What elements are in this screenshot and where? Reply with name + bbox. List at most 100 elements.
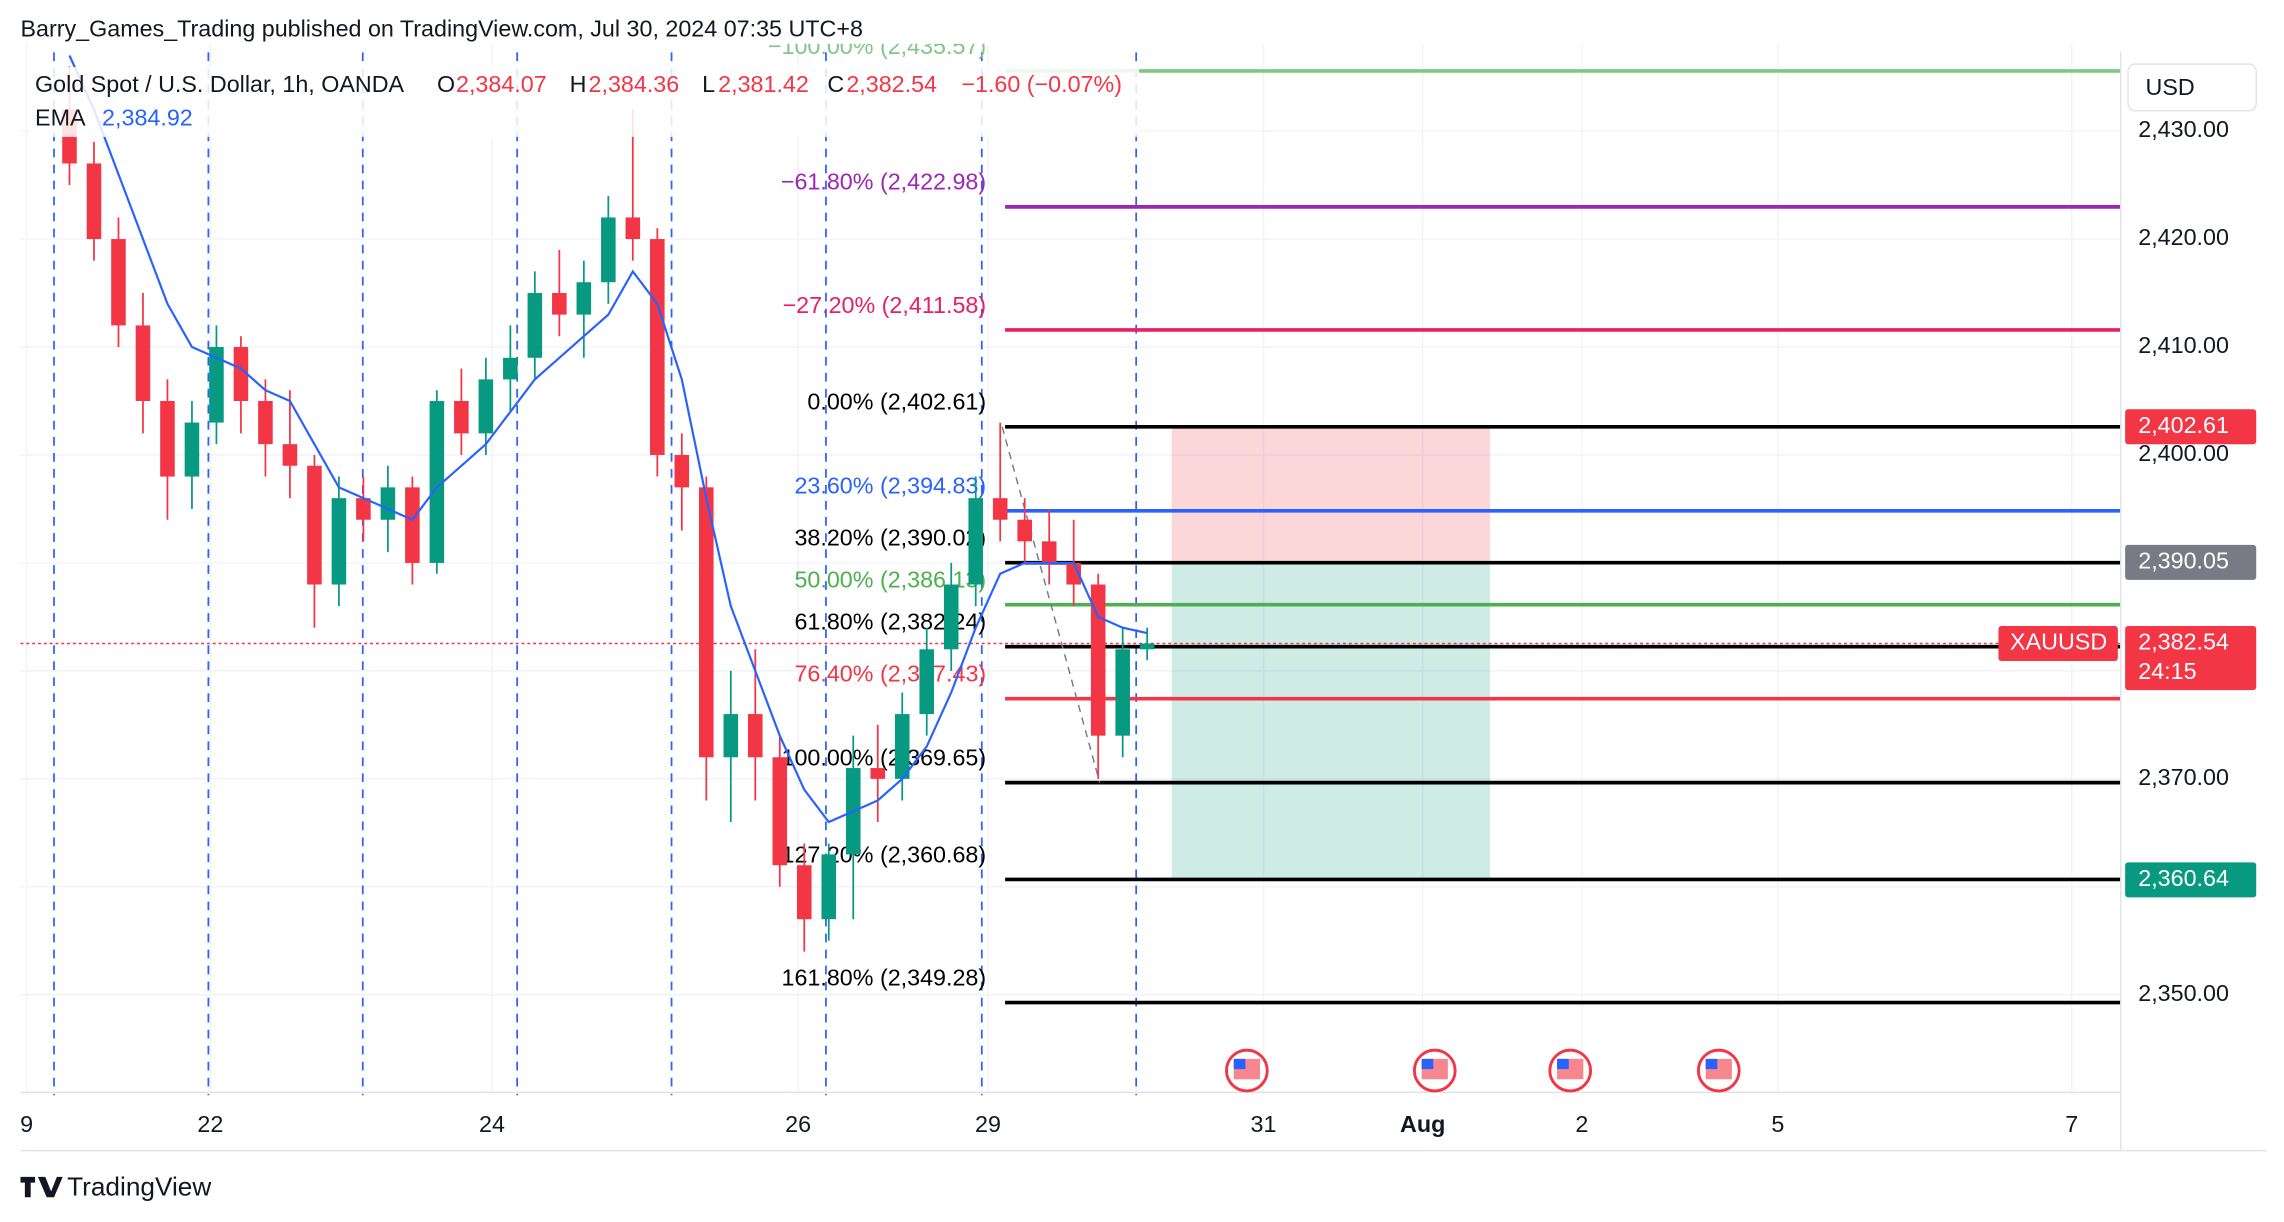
logo[interactable]: TradingView — [20, 1171, 211, 1201]
flag-canton — [1557, 1058, 1569, 1070]
flag-canton — [1421, 1058, 1434, 1070]
x-tick-label: 2 — [1575, 1111, 1588, 1137]
x-tick-label: 5 — [1771, 1111, 1784, 1137]
candle-body — [674, 454, 690, 488]
flag-canton — [1233, 1058, 1246, 1070]
o-label: O — [437, 71, 455, 97]
ema-line — [68, 55, 1148, 824]
h-label: H — [570, 71, 587, 97]
ema-value: 2,384.92 — [102, 105, 193, 131]
candle-body — [919, 649, 935, 715]
y-tick-label: 2,370.00 — [2138, 764, 2229, 790]
candle-body — [454, 400, 469, 434]
price-label-bg — [2125, 544, 2257, 580]
legend-bg — [29, 66, 1140, 137]
currency-box[interactable] — [2127, 63, 2257, 112]
logo-mark — [20, 1176, 63, 1198]
price-label-bg — [2125, 862, 2257, 898]
y-tick-label: 2,410.00 — [2138, 332, 2229, 358]
candle-body — [943, 584, 959, 650]
candle-body — [650, 239, 665, 455]
events — [1225, 1048, 1741, 1093]
symbol-label: XAUUSD — [2010, 629, 2107, 655]
candle-body — [331, 498, 347, 585]
x-tick-label: 26 — [785, 1111, 811, 1137]
candle-body — [160, 400, 175, 477]
candle-body — [576, 282, 592, 315]
y-tick-label: 2,430.00 — [2138, 116, 2229, 142]
price-label: 2,402.61 — [2138, 412, 2229, 438]
symbol-label-bg — [1998, 625, 2118, 661]
symbol: Gold Spot / U.S. Dollar, 1h, OANDA — [35, 71, 404, 97]
currency[interactable]: USD — [2146, 74, 2195, 100]
x-tick-label: 7 — [2065, 1111, 2078, 1137]
y-tick-label: 2,420.00 — [2138, 224, 2229, 250]
candle-body — [894, 714, 910, 779]
target-zone — [1171, 562, 1491, 880]
candle-body — [429, 400, 445, 563]
candle-body — [307, 465, 322, 585]
candle-body — [625, 217, 641, 240]
fib-label: 0.00% (2,402.61) — [807, 389, 986, 415]
fib-label: 161.80% (2,349.28) — [781, 964, 986, 990]
x-tick-label: 31 — [1251, 1111, 1277, 1137]
candle-body — [748, 714, 763, 758]
grid — [20, 44, 2121, 1096]
x-tick-label: Aug — [1400, 1111, 1445, 1137]
c-value: 2,382.54 — [846, 71, 937, 97]
y-tick-label: 2,350.00 — [2138, 980, 2229, 1006]
fib-label: 100.00% (2,369.65) — [781, 744, 986, 770]
axes: 2,350.002,360.002,370.002,380.002,390.00… — [20, 116, 2257, 1137]
c-label: C — [827, 71, 844, 97]
candle-body — [258, 400, 273, 445]
candle-body — [1041, 541, 1057, 563]
price-label: 2,360.64 — [2138, 865, 2229, 891]
x-tick-label: 9 — [20, 1111, 33, 1137]
fib-label: −27.20% (2,411.58) — [783, 292, 987, 318]
candle-body — [772, 757, 788, 866]
price-label: 2,382.54 — [2138, 629, 2229, 655]
footer[interactable]: TradingView — [67, 1171, 211, 1201]
published: Barry_Games_Trading published on Trading… — [20, 16, 862, 42]
fib-label: 23.60% (2,394.83) — [794, 473, 986, 499]
o-value: 2,384.07 — [456, 71, 547, 97]
candle-body — [1017, 519, 1032, 542]
candle-body — [184, 422, 200, 477]
candle-body — [503, 357, 518, 380]
fib-label: 127.20% (2,360.68) — [781, 841, 986, 867]
fib-trend — [1001, 426, 1101, 783]
x-tick-label: 29 — [975, 1111, 1001, 1137]
candle-body — [86, 163, 102, 240]
countdown: 24:15 — [2138, 658, 2196, 684]
candle-body — [552, 293, 567, 315]
candle-body — [992, 498, 1008, 520]
h-value: 2,384.36 — [589, 71, 680, 97]
l-value: 2,381.42 — [718, 71, 809, 97]
candle-body — [282, 444, 298, 466]
price-label-bg — [2125, 625, 2257, 691]
ema-label: EMA — [35, 105, 86, 131]
price-label: 2,390.05 — [2138, 548, 2229, 574]
candle-body — [111, 239, 126, 326]
plot: −100.00% (2,435.57) −61.80% (2,422.98) −27… — [20, 44, 2121, 1005]
l-label: L — [702, 71, 715, 97]
candle-body — [699, 487, 714, 758]
fib-label: −61.80% (2,422.98) — [781, 169, 986, 195]
candle-body — [1115, 649, 1130, 736]
candle-body — [478, 379, 494, 434]
price-label-bg — [2125, 409, 2257, 445]
candle-body — [796, 865, 812, 920]
candle-body — [821, 854, 837, 920]
candle-body — [723, 714, 739, 758]
candle-body — [233, 347, 249, 401]
fib-label: 38.20% (2,390.02) — [794, 525, 986, 551]
y-tick-label: 2,400.00 — [2138, 440, 2229, 466]
candle-body — [405, 487, 420, 563]
candle-body — [209, 347, 224, 423]
candle-body — [601, 217, 616, 283]
x-tick-label: 22 — [197, 1111, 223, 1137]
candle-body — [356, 498, 371, 520]
candle-body — [135, 325, 151, 401]
